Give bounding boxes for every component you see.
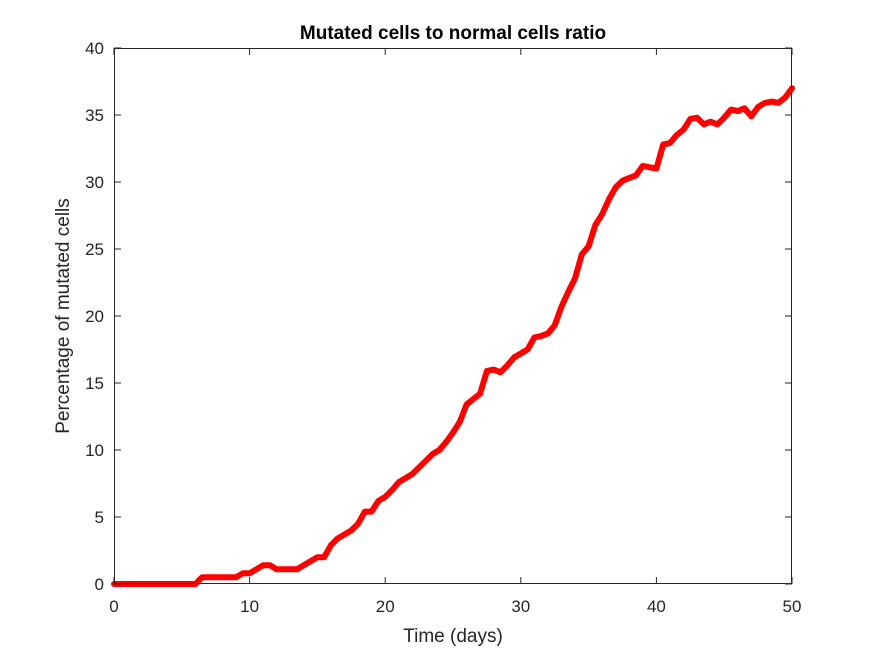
y-tick-label: 35 xyxy=(85,106,104,125)
series-layer xyxy=(111,85,795,587)
y-tick-label: 15 xyxy=(85,374,104,393)
y-tick-label: 5 xyxy=(95,508,104,527)
y-tick-label: 40 xyxy=(85,39,104,58)
chart-title: Mutated cells to normal cells ratio xyxy=(300,23,606,44)
x-tick-label: 10 xyxy=(240,597,259,616)
plot-area xyxy=(114,48,792,584)
x-tick-label: 40 xyxy=(647,597,666,616)
ticks-layer xyxy=(113,47,793,585)
x-axis-title: Time (days) xyxy=(403,626,503,647)
y-tick-label: 20 xyxy=(85,307,104,326)
series-line xyxy=(111,85,795,587)
labels-layer: 0 10 20 30 40 50 0 5 10 15 20 25 30 35 40 xyxy=(85,39,801,616)
x-tick-label: 0 xyxy=(109,597,118,616)
y-tick-label: 30 xyxy=(85,173,104,192)
x-tick-label: 50 xyxy=(783,597,802,616)
y-tick-label: 0 xyxy=(95,575,104,594)
y-axis-title: Percentage of mutated cells xyxy=(53,198,74,434)
x-tick-label: 30 xyxy=(511,597,530,616)
y-tick-label: 10 xyxy=(85,441,104,460)
x-tick-label: 20 xyxy=(376,597,395,616)
y-tick-label: 25 xyxy=(85,240,104,259)
